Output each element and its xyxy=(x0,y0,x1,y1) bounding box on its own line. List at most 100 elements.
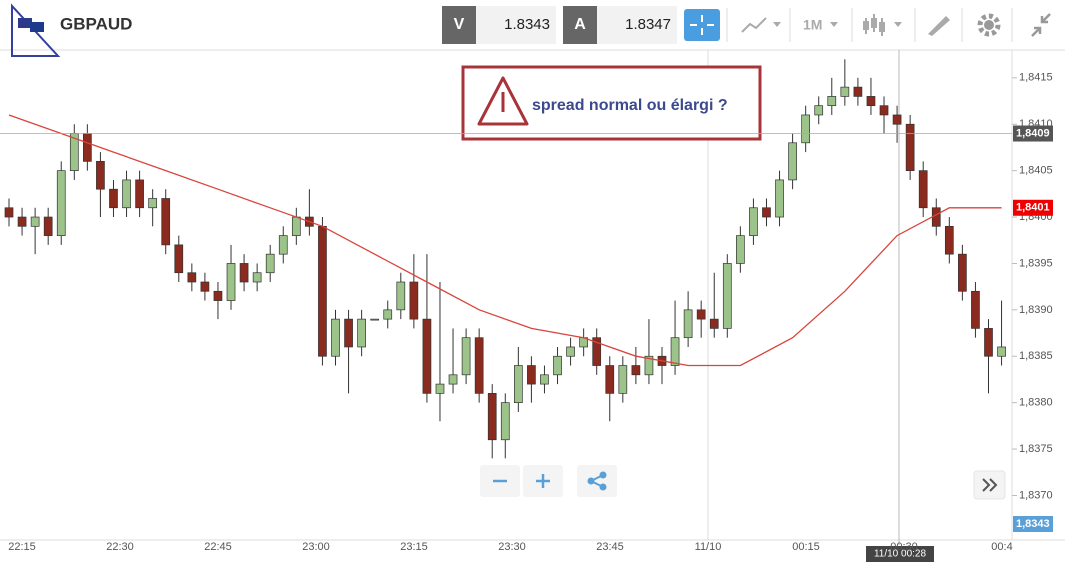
timeframe[interactable]: 1M xyxy=(803,17,822,33)
candle-body xyxy=(631,365,641,376)
candle-body xyxy=(984,328,993,357)
candle-body xyxy=(644,355,654,376)
candle-body xyxy=(265,253,275,274)
candle-body xyxy=(135,179,144,209)
x-tick-label: 11/10 xyxy=(695,541,722,553)
y-tick-label: 1,8380 xyxy=(1019,397,1053,409)
collapse-icon[interactable] xyxy=(1031,13,1051,37)
scroll-right-icon xyxy=(982,478,998,492)
ask-box[interactable] xyxy=(563,6,597,44)
bid-price: 1.8343 xyxy=(504,16,550,33)
y-tick-label: 1,8390 xyxy=(1019,304,1053,316)
candle-body xyxy=(892,114,902,125)
y-tick-label: 1,8395 xyxy=(1019,257,1053,269)
x-tick-label: 00:4 xyxy=(991,541,1012,553)
x-tick-label: 23:45 xyxy=(596,541,624,553)
candle-body xyxy=(670,337,680,366)
candle-body xyxy=(344,318,353,348)
x-tick-label: 00:15 xyxy=(792,541,820,553)
candle-body xyxy=(370,318,380,321)
candle-body xyxy=(944,225,954,255)
candle-body xyxy=(527,365,536,385)
candle-body xyxy=(83,133,92,162)
symbol: GBPAUD xyxy=(60,14,132,33)
share-dot xyxy=(599,483,607,491)
price-badge-label: 1,8401 xyxy=(1016,202,1050,214)
candle-body xyxy=(814,105,824,116)
bid-box[interactable] xyxy=(442,6,476,44)
x-tick-label: 00:30 xyxy=(890,541,918,553)
candle-body xyxy=(605,365,615,394)
candle-body xyxy=(918,170,928,209)
candle-body xyxy=(278,235,288,255)
bid-label: V xyxy=(454,16,465,33)
settings-icon-core xyxy=(984,20,994,30)
candle-body xyxy=(448,374,458,385)
candle-body xyxy=(566,346,575,357)
crosshair-button[interactable] xyxy=(684,9,720,41)
annotation-box xyxy=(461,65,762,141)
crosshair-time: 11/10 00:28 xyxy=(874,549,927,560)
candle-body xyxy=(866,96,876,107)
candle-body xyxy=(722,263,732,329)
candle-body xyxy=(161,198,171,246)
candle-body xyxy=(931,207,941,227)
candle-body xyxy=(396,281,406,311)
draw-icon[interactable] xyxy=(928,16,950,36)
candle-body xyxy=(500,402,510,441)
candle-body xyxy=(513,365,523,404)
candle-body xyxy=(683,309,693,339)
dropdown-arrow xyxy=(894,22,902,27)
bid-field xyxy=(476,6,556,44)
candle-icon xyxy=(863,21,869,30)
share-dot xyxy=(599,471,607,479)
y-tick-label: 1,8370 xyxy=(1019,489,1053,501)
x-tick-label: 22:45 xyxy=(204,541,232,553)
chart-type-icon[interactable] xyxy=(741,17,767,33)
annotation: spread normal ou élargi ? xyxy=(461,65,762,141)
candle-body xyxy=(239,263,249,283)
zoom-controls xyxy=(480,465,1006,500)
price-badge-label: 1,8409 xyxy=(1016,127,1050,139)
candle-body xyxy=(971,290,980,329)
share-button[interactable] xyxy=(577,465,617,497)
candle-body xyxy=(122,179,131,209)
settings-icon[interactable] xyxy=(977,13,1001,37)
candle-body xyxy=(801,114,811,144)
price-badge xyxy=(1013,199,1053,216)
candle-body xyxy=(853,86,863,97)
candle-body xyxy=(331,318,340,357)
candle-body xyxy=(461,337,471,376)
candle-body xyxy=(997,346,1006,357)
candle-body xyxy=(879,105,889,116)
candle-body xyxy=(56,170,66,236)
candle-body xyxy=(109,188,118,209)
ask-price: 1.8347 xyxy=(625,16,671,33)
price-badge-label: 1,8343 xyxy=(1016,518,1050,530)
candle-icon xyxy=(879,22,885,32)
candle-body xyxy=(213,290,223,301)
moving-average xyxy=(8,114,1002,367)
candle-body xyxy=(291,216,301,236)
candle-body xyxy=(762,207,771,218)
flag-au xyxy=(30,22,44,32)
candle-body xyxy=(226,263,236,301)
candle-body xyxy=(840,86,850,97)
flag-gb xyxy=(18,18,32,28)
ask-label: A xyxy=(574,16,586,33)
dropdown-arrow xyxy=(773,22,781,27)
candle-body xyxy=(252,272,262,283)
candle-body xyxy=(709,318,719,329)
dropdown-arrow xyxy=(830,22,838,27)
candle-body xyxy=(487,393,497,441)
candle-body xyxy=(318,225,327,357)
candle-body xyxy=(30,216,40,227)
candle-body xyxy=(383,309,393,320)
annotation-text: spread normal ou élargi ? xyxy=(532,97,728,114)
zoom-in-icon xyxy=(536,474,550,488)
crosshair-icon xyxy=(690,15,714,35)
plot xyxy=(4,59,1006,459)
crosshair-time-box xyxy=(866,546,934,562)
